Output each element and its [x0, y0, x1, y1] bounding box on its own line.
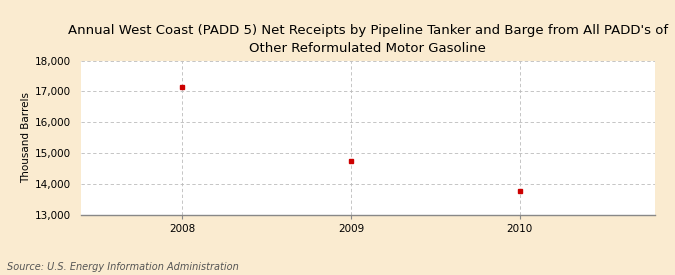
- Text: Source: U.S. Energy Information Administration: Source: U.S. Energy Information Administ…: [7, 262, 238, 272]
- Y-axis label: Thousand Barrels: Thousand Barrels: [21, 92, 31, 183]
- Title: Annual West Coast (PADD 5) Net Receipts by Pipeline Tanker and Barge from All PA: Annual West Coast (PADD 5) Net Receipts …: [68, 24, 668, 55]
